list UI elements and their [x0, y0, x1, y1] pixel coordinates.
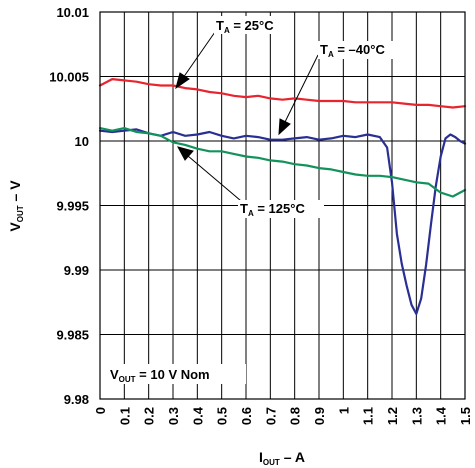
x-tick-label: 0.7	[263, 407, 278, 425]
y-tick-label: 9.99	[64, 263, 89, 278]
x-tick-labels: 0 0.1 0.2 0.3 0.4 0.5 0.6 0.7 0.8 0.9 1 1.1 1.2 1.3 1.…	[93, 406, 473, 425]
label-tam40: TA = –40°C	[320, 42, 385, 59]
label-ta125: TA = 125°C	[240, 201, 305, 218]
y-tick-label: 9.985	[56, 328, 89, 343]
series-layer	[98, 77, 467, 315]
x-tick-label: 0.4	[190, 406, 205, 425]
x-tick-label: 1.4	[434, 406, 449, 425]
arrow-ta25-shaft	[182, 31, 216, 79]
x-tick-label: 1	[336, 407, 351, 414]
y-tick-label: 10	[75, 134, 89, 149]
arrow-ta125-head	[177, 146, 194, 161]
plot-area-frame	[99, 11, 466, 400]
label-ta25-bg	[214, 16, 290, 34]
x-tick-label: 1.5	[458, 407, 473, 425]
y-tick-label: 9.995	[56, 199, 89, 214]
series-line-t125	[98, 127, 467, 198]
x-tick-label: 0.2	[142, 407, 157, 425]
x-tick-label: 0.6	[239, 407, 254, 425]
arrow-ta25-head	[175, 72, 190, 90]
x-tick-label: 0.3	[166, 407, 181, 425]
series-line-t25	[98, 77, 467, 109]
x-tick-label: 0.8	[288, 407, 303, 425]
x-tick-label: 0	[93, 407, 108, 414]
x-tick-label: 0.5	[215, 407, 230, 425]
y-tick-label: 10.01	[56, 5, 89, 20]
y-tick-label: 10.005	[49, 70, 89, 85]
arrow-tam40-head	[278, 118, 291, 136]
x-tick-label: 1.1	[361, 407, 376, 425]
y-tick-label: 9.98	[64, 392, 89, 407]
x-tick-label: 0.1	[117, 407, 132, 425]
x-tick-label: 1.2	[385, 407, 400, 425]
label-vnom: VOUT = 10 V Nom	[110, 367, 210, 384]
label-ta25: TA = 25°C	[216, 18, 274, 35]
y-tick-labels: 9.98 9.985 9.99 9.995 10 10.005 10.01	[49, 5, 89, 407]
label-tam40-bg	[318, 41, 404, 59]
x-tick-label: 1.3	[409, 407, 424, 425]
arrow-ta125-shaft	[187, 155, 248, 207]
y-axis-title: VOUT – V	[7, 180, 25, 232]
annotation-arrows	[175, 31, 319, 207]
x-axis-title: IOUT – A	[259, 449, 305, 467]
x-tick-label: 0.9	[312, 407, 327, 425]
label-vnom-bg	[106, 364, 246, 384]
arrow-tam40-shaft	[284, 54, 319, 123]
label-ta125-bg	[238, 200, 324, 218]
series-line-tm40	[98, 128, 467, 315]
